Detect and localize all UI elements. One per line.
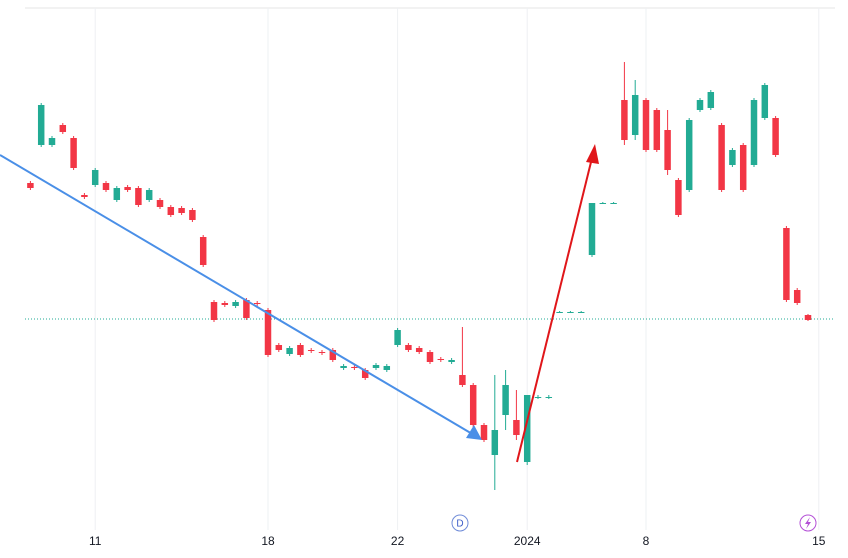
candle-body bbox=[178, 208, 185, 213]
candle-body bbox=[232, 302, 239, 306]
candle-body bbox=[145, 190, 153, 200]
candle-body bbox=[610, 203, 617, 204]
candle-body bbox=[750, 100, 758, 165]
candle-body bbox=[675, 180, 682, 215]
candle-body bbox=[81, 195, 88, 197]
candle-body bbox=[577, 312, 585, 313]
x-tick-label: 2024 bbox=[514, 534, 541, 548]
candle-body bbox=[124, 187, 131, 190]
candle-body bbox=[102, 183, 110, 190]
candle-body bbox=[761, 85, 769, 118]
x-tick-label: 11 bbox=[89, 534, 102, 548]
candle-body bbox=[307, 350, 315, 351]
candle-body bbox=[351, 367, 358, 368]
arrow-head bbox=[586, 144, 599, 164]
candle-body bbox=[772, 118, 779, 155]
x-tick-label: 8 bbox=[643, 534, 650, 548]
candle-body bbox=[793, 290, 801, 303]
candle-body bbox=[243, 300, 250, 318]
candle-body bbox=[729, 150, 736, 165]
candle-body bbox=[664, 130, 671, 170]
candle-body bbox=[545, 397, 553, 398]
trend-line bbox=[516, 157, 593, 463]
candle-body bbox=[523, 395, 531, 462]
candle-body bbox=[297, 345, 304, 355]
candle-body bbox=[264, 310, 272, 355]
x-tick-label: 22 bbox=[391, 534, 405, 548]
candle-body bbox=[48, 138, 56, 145]
candle-body bbox=[534, 397, 542, 398]
candle-body bbox=[372, 365, 380, 368]
lightning bbox=[805, 517, 811, 529]
candle-body bbox=[448, 360, 455, 362]
candle-body bbox=[113, 188, 121, 200]
candle-body bbox=[394, 330, 401, 345]
candle-body bbox=[469, 385, 477, 425]
candle-body bbox=[783, 228, 790, 300]
candle-body bbox=[642, 100, 650, 150]
candle-body bbox=[221, 303, 229, 305]
candle-body bbox=[59, 125, 67, 132]
candle-body bbox=[653, 110, 661, 150]
trend-line bbox=[0, 154, 475, 436]
badge[interactable] bbox=[451, 514, 469, 532]
candle-body bbox=[189, 210, 196, 220]
candle-body bbox=[91, 170, 99, 185]
candle-body bbox=[739, 145, 747, 190]
candle-body bbox=[405, 345, 412, 350]
candle-body bbox=[491, 430, 499, 455]
candle-body bbox=[718, 125, 725, 190]
candle-body bbox=[513, 420, 520, 435]
candle-body bbox=[426, 352, 434, 362]
candle-body bbox=[588, 203, 596, 255]
candle-body bbox=[567, 312, 574, 313]
candle-body bbox=[383, 366, 391, 370]
candle-body bbox=[253, 303, 261, 304]
candle-body bbox=[459, 375, 466, 385]
x-tick-label: 18 bbox=[261, 534, 275, 548]
candle-body bbox=[199, 237, 207, 265]
candle-body bbox=[361, 370, 369, 378]
candle-body bbox=[696, 100, 704, 110]
candle-body bbox=[437, 359, 445, 360]
candle-body bbox=[599, 203, 607, 204]
candle-body bbox=[502, 385, 509, 415]
candle-body bbox=[167, 207, 175, 215]
candle-body bbox=[27, 183, 34, 188]
candle-body bbox=[480, 425, 488, 440]
candle-body bbox=[707, 92, 715, 108]
candle-body bbox=[275, 345, 283, 350]
candle-body bbox=[210, 302, 218, 320]
candle-body bbox=[318, 352, 326, 353]
candle-body bbox=[286, 348, 293, 354]
candle-body bbox=[70, 138, 77, 168]
candle-body bbox=[37, 105, 45, 145]
candle-body bbox=[135, 188, 142, 205]
candle-body bbox=[556, 312, 563, 313]
candle-body bbox=[621, 100, 628, 140]
candle-body bbox=[631, 95, 639, 135]
candle-body bbox=[340, 366, 347, 368]
candle-body bbox=[415, 348, 423, 352]
candle-body bbox=[329, 350, 337, 360]
candle-body bbox=[685, 120, 693, 190]
candle-body bbox=[804, 315, 812, 320]
badge-label[interactable]: D bbox=[456, 519, 463, 530]
arrow-head bbox=[466, 425, 482, 440]
candle-body bbox=[156, 200, 164, 207]
x-tick-label: 15 bbox=[812, 534, 826, 548]
